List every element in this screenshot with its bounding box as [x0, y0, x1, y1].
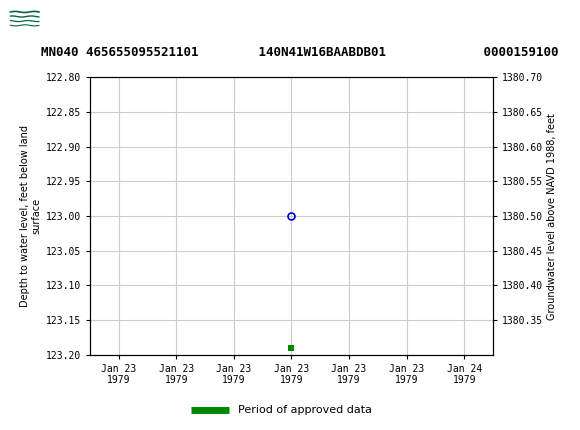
- Text: Period of approved data: Period of approved data: [238, 405, 372, 415]
- Text: USGS: USGS: [46, 9, 102, 27]
- Y-axis label: Depth to water level, feet below land
surface: Depth to water level, feet below land su…: [20, 125, 41, 307]
- Text: MN040 465655095521101        140N41W16BAABDB01             0000159100: MN040 465655095521101 140N41W16BAABDB01 …: [41, 46, 558, 59]
- Y-axis label: Groundwater level above NAVD 1988, feet: Groundwater level above NAVD 1988, feet: [548, 113, 557, 319]
- Bar: [9, 4, 41, 31]
